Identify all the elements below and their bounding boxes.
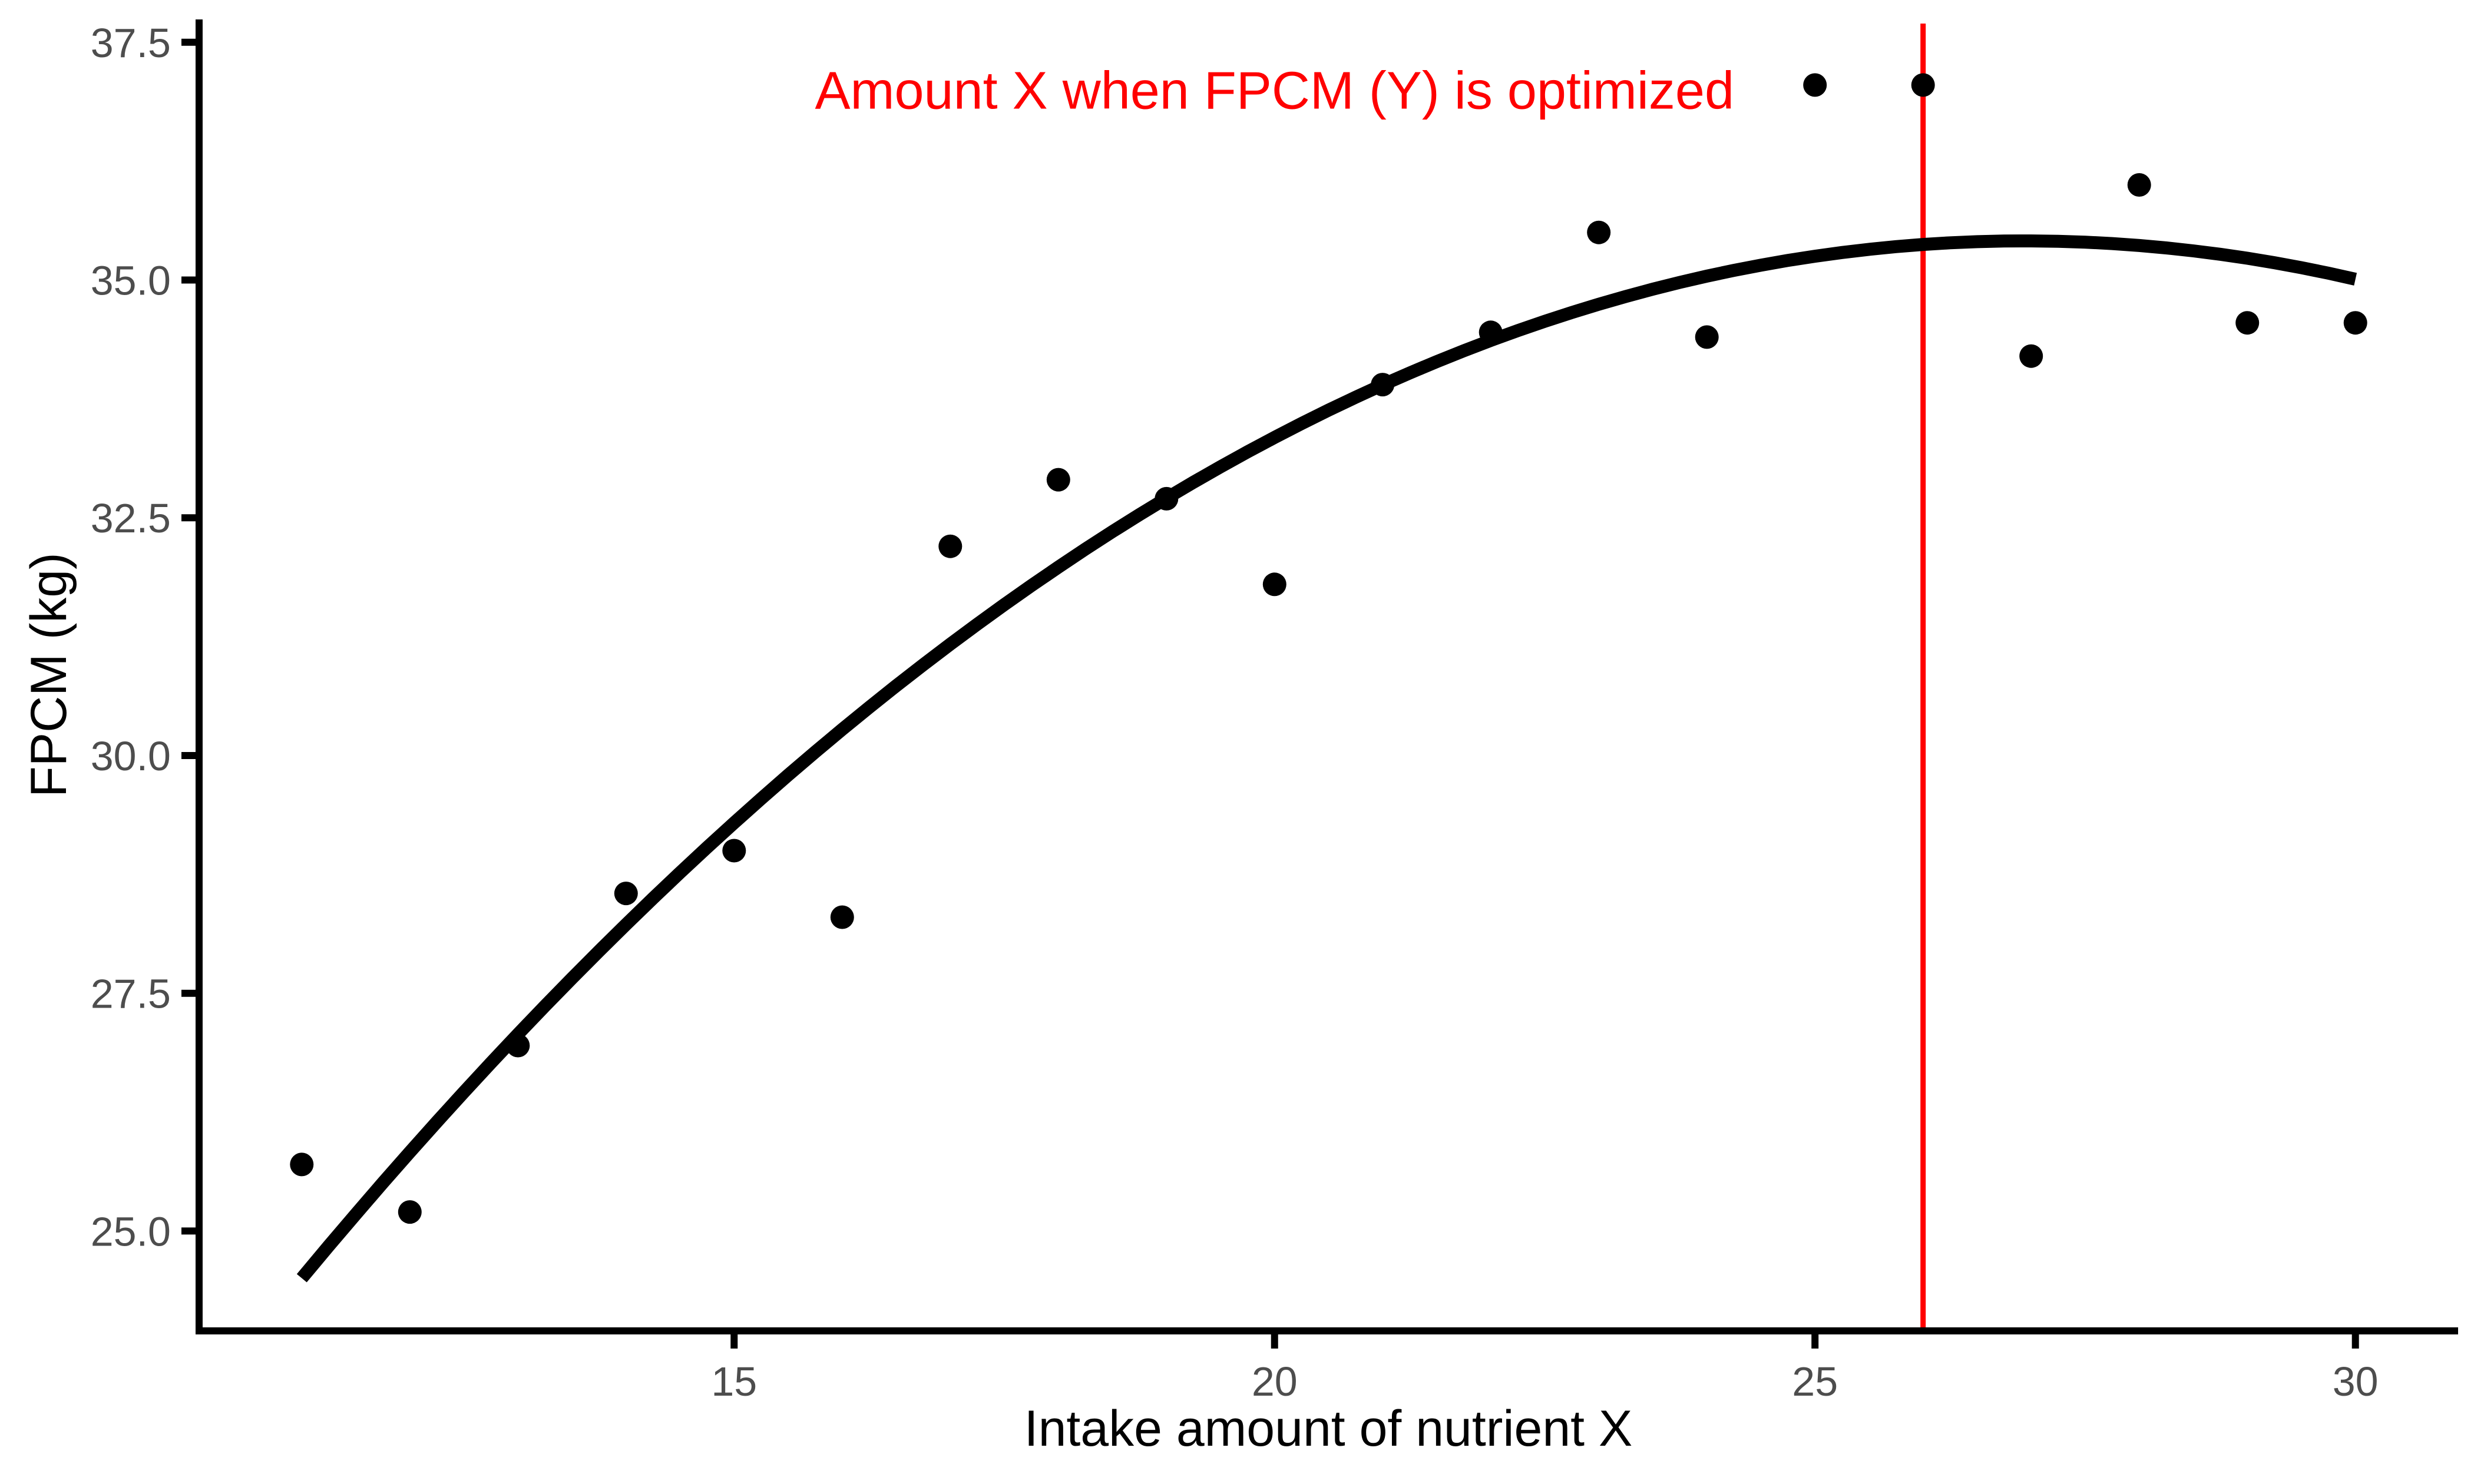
y-tick-label: 27.5 bbox=[91, 971, 171, 1017]
annotation-text: Amount X when FPCM (Y) is optimized bbox=[815, 62, 1735, 121]
data-point bbox=[398, 1200, 422, 1224]
data-point bbox=[2343, 311, 2367, 335]
x-tick-label: 25 bbox=[1792, 1359, 1838, 1404]
data-point bbox=[1695, 325, 1719, 349]
points-layer bbox=[290, 73, 2367, 1224]
y-tick-label: 32.5 bbox=[91, 495, 171, 541]
data-point bbox=[938, 534, 963, 558]
data-point bbox=[506, 1034, 530, 1058]
data-point bbox=[1911, 73, 1935, 97]
data-point bbox=[1046, 468, 1070, 492]
data-point bbox=[1155, 486, 1179, 511]
fit-curve bbox=[296, 234, 2357, 1283]
data-point bbox=[2127, 173, 2151, 197]
x-axis-title: Intake amount of nutrient X bbox=[1024, 1400, 1633, 1457]
data-point bbox=[722, 839, 746, 863]
x-tick-label: 15 bbox=[711, 1359, 757, 1404]
y-axis-title: FPCM (kg) bbox=[21, 552, 77, 797]
data-point bbox=[830, 905, 854, 929]
data-point bbox=[1803, 73, 1827, 97]
x-tick-label: 30 bbox=[2333, 1359, 2379, 1404]
y-tick-label: 35.0 bbox=[91, 257, 171, 303]
data-point bbox=[614, 882, 638, 906]
data-point bbox=[1587, 220, 1611, 244]
data-point bbox=[1371, 373, 1395, 397]
y-tick-label: 30.0 bbox=[91, 733, 171, 779]
plot-panel bbox=[199, 19, 2458, 1331]
data-point bbox=[1262, 572, 1286, 597]
fit-curve-layer bbox=[296, 234, 2357, 1283]
data-point bbox=[2019, 344, 2043, 368]
data-point bbox=[1479, 320, 1503, 344]
y-tick-label: 25.0 bbox=[91, 1208, 171, 1254]
y-tick-label: 37.5 bbox=[91, 20, 171, 66]
data-point bbox=[290, 1152, 314, 1177]
annotation-layer: Amount X when FPCM (Y) is optimized bbox=[815, 62, 1735, 121]
data-point bbox=[2235, 311, 2260, 335]
x-tick-label: 20 bbox=[1252, 1359, 1298, 1404]
